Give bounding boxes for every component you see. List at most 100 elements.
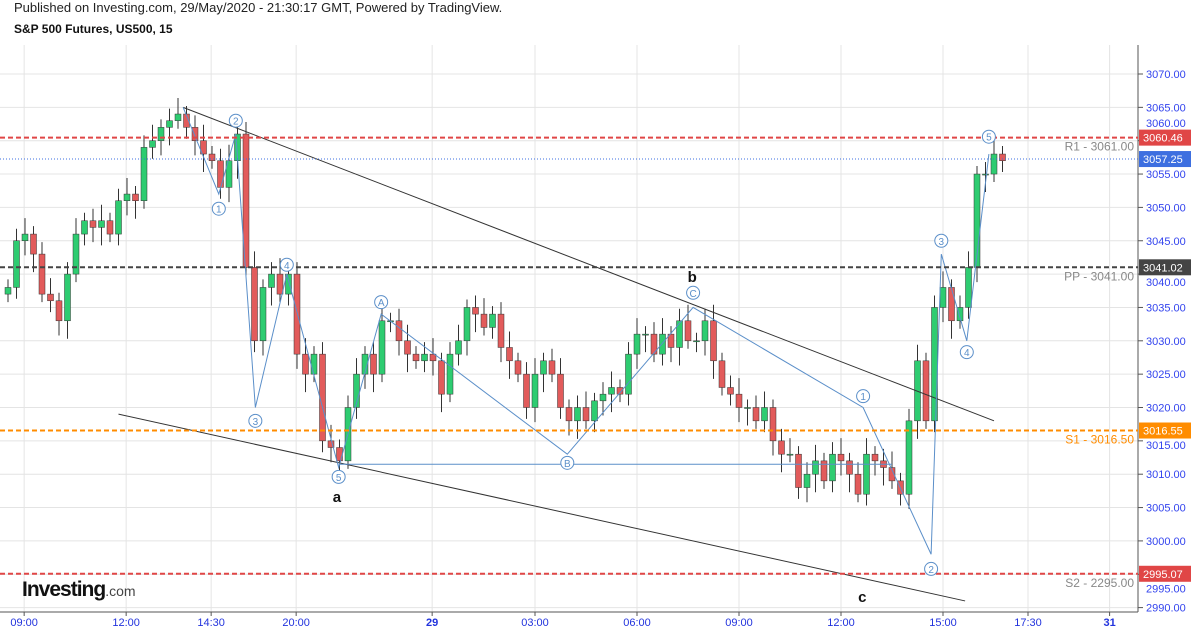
- candle-up: [939, 287, 947, 308]
- candle-down: [183, 113, 190, 128]
- candle-down: [217, 160, 224, 188]
- price-tag-text-PP: 3041.02: [1143, 262, 1183, 274]
- candle-up: [463, 307, 471, 342]
- wave-label: B: [564, 459, 571, 470]
- candle-down: [710, 320, 717, 362]
- candle-down: [514, 360, 522, 375]
- trendline: [118, 413, 966, 602]
- candle-up: [310, 353, 318, 375]
- wave-label-circle: [981, 129, 996, 144]
- candle-up: [676, 320, 683, 348]
- wave-label-circle: [686, 285, 701, 300]
- candle-down: [888, 467, 896, 482]
- candle-down: [769, 407, 777, 442]
- x-tick-label: 09:00: [10, 617, 38, 629]
- wave-label-circle: [228, 113, 243, 128]
- candle-down: [293, 273, 301, 355]
- y-tick-label: 2995.00: [1146, 583, 1186, 595]
- wave-label-circle: [959, 345, 974, 360]
- published-note: Published on Investing.com, 29/May/2020 …: [14, 0, 503, 15]
- candle-up: [642, 333, 649, 336]
- candle-up: [72, 233, 80, 275]
- candle-down: [89, 220, 97, 228]
- candle-up: [21, 233, 29, 242]
- x-tick-label: 12:00: [112, 617, 140, 629]
- candle-up: [905, 420, 913, 495]
- candle-up: [608, 387, 615, 395]
- candle-down: [47, 293, 54, 302]
- wave-path: [182, 107, 990, 555]
- candle-down: [752, 407, 760, 422]
- wave-label: 4: [964, 348, 970, 359]
- candle-up: [140, 147, 148, 201]
- y-tick-label: 3030.00: [1146, 336, 1186, 348]
- candle-down: [684, 320, 692, 342]
- candle-up: [693, 340, 700, 343]
- candle-down: [922, 360, 930, 422]
- candle-down: [727, 387, 734, 395]
- candle-down: [795, 453, 802, 488]
- candle-down: [846, 460, 853, 475]
- candle-down: [506, 347, 513, 362]
- candle-up: [378, 320, 386, 375]
- x-tick-label: 20:00: [282, 617, 310, 629]
- wave-label-circle: [560, 455, 575, 470]
- candle-up: [157, 127, 165, 141]
- y-tick-label: 3050.00: [1146, 202, 1186, 214]
- candle-up: [625, 353, 632, 395]
- wave-label-circle: [331, 469, 346, 484]
- candle-down: [429, 353, 437, 362]
- price-tag-last: [1139, 151, 1191, 168]
- x-tick-label: 17:30: [1014, 617, 1042, 629]
- candle-up: [744, 407, 751, 409]
- price-tag-R1: [1139, 129, 1191, 146]
- candle-down: [616, 387, 624, 395]
- candle-up: [64, 273, 71, 322]
- price-tag-S1: [1139, 422, 1191, 439]
- candle-down: [497, 313, 505, 348]
- x-tick-label: 06:00: [623, 617, 651, 629]
- y-tick-label: 3070.00: [1146, 69, 1186, 81]
- candle-up: [701, 320, 709, 342]
- logo-main: Investing: [22, 578, 106, 601]
- wave-label-circle: [856, 389, 871, 404]
- candle-down: [438, 360, 445, 395]
- candle-up: [540, 360, 547, 375]
- trendline: [182, 106, 995, 422]
- candle-up: [268, 273, 275, 288]
- y-tick-label: 3055.00: [1146, 169, 1186, 181]
- y-tick-label: 3035.00: [1146, 302, 1186, 314]
- candle-down: [276, 273, 284, 295]
- candle-up: [633, 333, 641, 355]
- candle-down: [106, 220, 114, 235]
- wave-letter: c: [858, 589, 866, 606]
- wave-label-circle: [924, 561, 939, 576]
- wave-label: 5: [336, 473, 342, 484]
- candle-up: [13, 240, 20, 288]
- y-tick-label: 3065.00: [1146, 102, 1186, 114]
- candle-up: [829, 453, 836, 482]
- price-tag-S2: [1139, 565, 1191, 582]
- price-tag-text-S2: 2995.07: [1143, 569, 1183, 581]
- candle-down: [208, 153, 216, 161]
- price-tag-text-R1: 3060.46: [1143, 133, 1183, 145]
- candle-down: [404, 340, 411, 355]
- y-tick-label: 3010.00: [1146, 469, 1186, 481]
- investing-logo: Investing.com: [22, 578, 136, 602]
- price-tag-text-last: 3057.25: [1143, 154, 1183, 166]
- candle-up: [982, 173, 989, 176]
- y-tick-label: 3040.00: [1146, 277, 1186, 289]
- candle-up: [174, 113, 182, 121]
- candle-up: [285, 273, 292, 295]
- wave-letter: a: [333, 489, 342, 506]
- candle-down: [395, 320, 403, 342]
- candle-down: [200, 140, 207, 155]
- y-tick-label: 3025.00: [1146, 369, 1186, 381]
- y-tick-label: 3045.00: [1146, 236, 1186, 248]
- y-tick-label: 3020.00: [1146, 403, 1186, 415]
- candle-up: [81, 220, 88, 235]
- logo-suffix: .com: [105, 583, 136, 599]
- candle-down: [735, 393, 743, 408]
- candle-down: [523, 373, 530, 408]
